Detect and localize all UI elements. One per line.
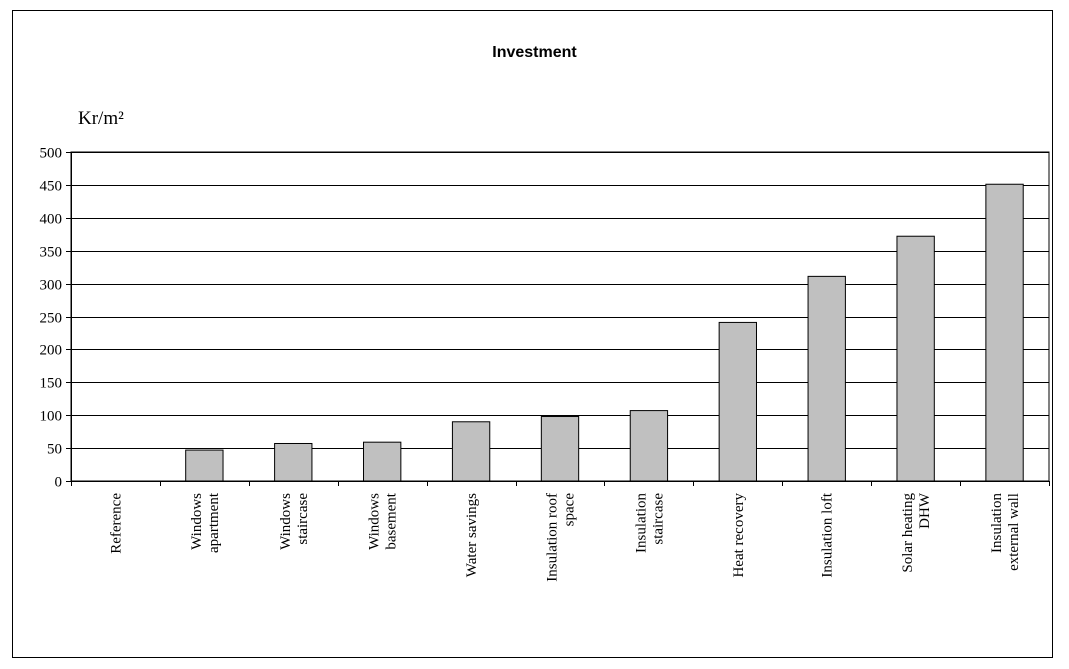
x-category-label-line: Heat recovery	[731, 493, 747, 578]
x-category-label: Windows staircase	[278, 493, 311, 550]
x-category-label-line: Windows	[189, 493, 205, 550]
x-category-label-line: Insulation	[989, 493, 1005, 553]
y-tick-label: 150	[40, 376, 63, 392]
bar-water-savings	[451, 421, 491, 482]
y-tick-label: 200	[40, 343, 63, 359]
bar-windows-staircase	[274, 442, 313, 482]
x-category-label-line: DHW	[917, 492, 933, 529]
y-tick-label: 50	[47, 442, 62, 458]
bar-windows-apartment	[185, 449, 224, 482]
bar-solar-heating-dhw	[896, 235, 935, 482]
x-category-label-line: staircase	[295, 493, 311, 545]
x-category-label-line: Reference	[108, 493, 124, 554]
x-category-label-line: Insulation	[633, 493, 649, 553]
x-category-label-line: external wall	[1006, 493, 1022, 571]
x-category-label: Insulation staircase	[633, 493, 666, 553]
bar-windows-basement	[363, 441, 402, 482]
bar-insulation-external-wall	[985, 183, 1024, 482]
y-tick-label: 250	[40, 311, 63, 327]
x-category-label: Windows basement	[367, 492, 400, 550]
chart-title: Investment	[492, 44, 577, 61]
y-tick-label: 450	[40, 179, 63, 195]
y-tick-label: 500	[40, 146, 63, 162]
bar-heat-recovery	[718, 321, 757, 482]
y-axis-unit-label: Kr/m²	[78, 108, 124, 129]
y-tick-label: 0	[55, 475, 63, 491]
y-tick-label: 300	[40, 278, 63, 294]
x-category-label: Solar heating DHW	[900, 492, 933, 572]
x-category-label: Insulation loft	[820, 492, 836, 577]
x-category-label-line: Insulation roof	[545, 493, 561, 582]
chart-frame	[12, 10, 1053, 658]
bar-insulation-roof-space	[540, 416, 580, 482]
x-category-label-line: staircase	[650, 493, 666, 545]
x-category-label-line: space	[562, 493, 578, 527]
y-tick-label: 100	[40, 409, 63, 425]
x-category-label-line: Water savings	[464, 493, 480, 577]
x-category-label-line: apartment	[206, 492, 222, 553]
bar-insulation-loft	[807, 275, 846, 482]
x-category-label: Heat recovery	[731, 493, 747, 578]
x-category-label-line: Windows	[367, 493, 383, 550]
x-category-label-line: Insulation loft	[820, 492, 836, 577]
x-category-label: Windows apartment	[189, 492, 222, 553]
y-tick-label: 350	[40, 245, 63, 261]
x-category-label-line: basement	[384, 492, 400, 549]
x-category-label-line: Windows	[278, 493, 294, 550]
x-category-label: Reference	[108, 493, 124, 554]
x-category-label: Insulation roof space	[545, 493, 578, 582]
bar-insulation-staircase	[629, 410, 669, 482]
x-category-label-line: Solar heating	[900, 493, 916, 573]
x-category-label: Insulation external wall	[989, 493, 1022, 571]
y-tick-label: 400	[40, 212, 63, 228]
x-category-label: Water savings	[464, 493, 480, 577]
